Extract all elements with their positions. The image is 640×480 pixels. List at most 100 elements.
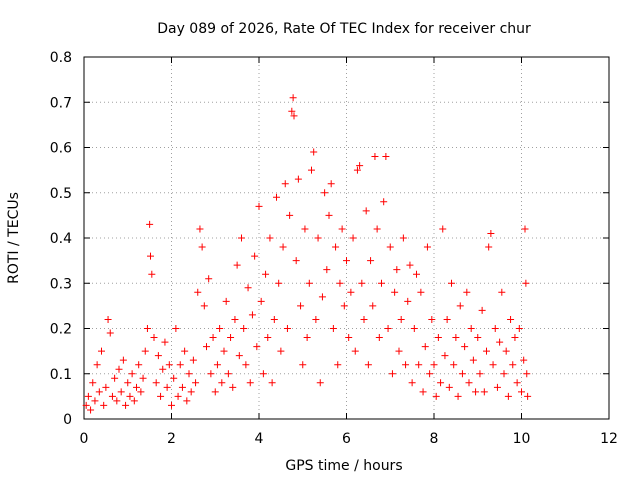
data-point [507,315,515,323]
data-point [82,401,90,409]
data-point [321,189,329,197]
data-point [437,379,445,387]
data-point [463,288,471,296]
data-point [509,361,517,369]
data-point [187,388,195,396]
data-point [356,162,364,170]
data-point [402,361,410,369]
data-point [345,334,353,342]
data-point [314,234,322,242]
data-point [515,325,523,332]
data-point [386,243,394,251]
x-tick-label: 2 [167,431,176,447]
data-point [246,379,254,387]
data-point [301,225,309,233]
data-point [141,347,149,355]
data-point [364,361,372,369]
data-point [511,334,519,342]
data-point [229,383,237,391]
data-point [183,397,191,405]
data-point [373,225,381,233]
data-point [146,220,154,228]
y-tick-label: 0.2 [50,322,72,338]
data-points [82,94,532,414]
data-point [259,370,267,378]
y-tick-label: 0.1 [50,367,72,383]
data-point [286,211,294,219]
x-tick-label: 6 [342,431,351,447]
data-point [415,361,423,369]
data-point [150,334,158,342]
data-point [170,374,178,382]
data-point [194,288,202,296]
data-point [257,297,265,305]
data-point [371,153,379,161]
data-point [378,279,385,287]
data-point [432,392,440,400]
y-tick-label: 0.3 [50,276,72,292]
data-point [450,361,458,369]
data-point [168,401,175,409]
data-point [327,180,335,188]
data-point [89,379,97,387]
x-tick-label: 12 [600,431,618,447]
y-tick-label: 0 [63,412,72,428]
data-point [395,347,403,355]
data-point [231,315,239,323]
data-point [235,352,243,360]
data-point [521,225,529,233]
data-point [493,383,501,391]
data-point [205,275,213,283]
data-point [178,383,186,391]
data-point [518,388,525,396]
data-point [351,347,359,355]
data-point [152,379,160,387]
data-point [185,370,193,378]
data-point [523,370,531,378]
data-point [117,388,125,396]
data-point [439,225,447,233]
data-point [137,388,145,396]
data-point [310,148,318,156]
data-point [233,261,241,269]
data-point [209,334,217,342]
data-point [388,370,396,378]
data-point [124,379,132,387]
data-point [349,234,357,242]
data-point [323,266,331,274]
data-point [106,329,114,337]
data-point [292,257,300,265]
data-point [504,392,512,400]
data-point [443,315,451,323]
data-point [413,270,420,278]
data-point [467,325,475,332]
data-point [417,288,425,296]
data-point [343,257,350,265]
data-point [404,297,412,305]
data-point [240,325,248,332]
data-point [102,383,110,391]
data-point [478,306,486,314]
data-point [100,401,108,409]
data-point [316,379,324,387]
x-axis-label: GPS time / hours [285,458,402,474]
data-point [238,234,245,242]
data-point [472,388,480,396]
data-point [325,211,333,219]
data-point [408,379,416,387]
x-tick-label: 0 [80,431,89,447]
data-point [174,392,182,400]
data-point [139,374,147,382]
data-point [500,370,508,378]
data-point [448,279,455,287]
data-point [441,352,449,360]
data-point [406,261,414,269]
data-point [122,401,130,409]
data-point [329,325,337,332]
data-point [275,279,283,287]
data-point [115,365,123,373]
data-point [434,334,442,342]
data-point [454,392,462,400]
data-point [393,266,401,274]
data-point [465,379,473,387]
